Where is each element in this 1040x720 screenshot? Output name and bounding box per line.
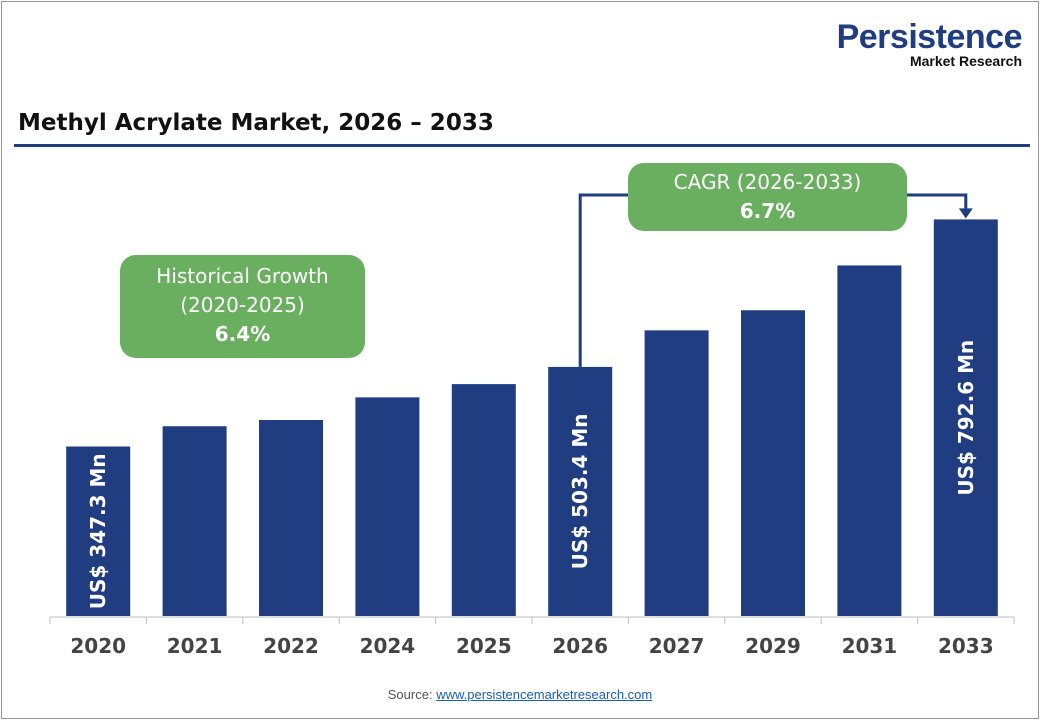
historical-value: 6.4% [214,322,271,346]
logo-sub: Market Research [909,53,1022,69]
x-tick-label: 2033 [938,634,994,658]
data-label: US$ 347.3 Mn [86,453,110,609]
bar-2025 [451,384,516,616]
bar-2020 [66,446,131,616]
x-tick-label: 2024 [360,634,416,658]
logo: Persistence Market Research [836,18,1023,69]
cagr-connector-right [907,193,968,211]
bar-2029 [741,310,805,616]
logo-name: Persistence [836,18,1023,56]
historical-growth-box: Historical Growth (2020-2025) 6.4% [120,255,365,358]
x-tick-label: 2025 [456,634,512,658]
bar-2031 [837,265,902,616]
x-tick-label: 2022 [263,634,319,658]
arrow-head-icon [958,208,973,219]
bar-2026 [548,366,613,616]
source: Source: www.persistencemarketresearch.co… [0,687,1040,702]
cagr-connector-left [578,193,628,367]
bar-2021 [162,426,227,616]
x-tick-label: 2021 [167,634,223,658]
historical-line2: (2020-2025) [180,293,305,317]
cagr-box: CAGR (2026-2033) 6.7% [628,163,907,231]
bar-2027 [644,330,709,616]
source-link[interactable]: www.persistencemarketresearch.com [436,687,653,702]
x-tick-label: 2020 [70,634,126,658]
x-tick-label: 2029 [745,634,801,658]
bar-2033 [933,219,998,616]
chart-title: Methyl Acrylate Market, 2026 – 2033 [18,110,494,136]
cagr-value: 6.7% [739,199,796,223]
x-tick-label: 2026 [552,634,608,658]
bar-2024 [355,397,420,616]
cagr-line1: CAGR (2026-2033) [673,170,862,194]
x-tick-label: 2031 [842,634,898,658]
x-tick-label: 2027 [649,634,705,658]
title-rule [14,144,1030,147]
historical-line1: Historical Growth [156,264,329,288]
source-label: Source: [387,687,433,702]
data-label: US$ 792.6 Mn [954,340,978,496]
data-label: US$ 503.4 Mn [568,414,592,570]
bar-2022 [259,420,323,616]
